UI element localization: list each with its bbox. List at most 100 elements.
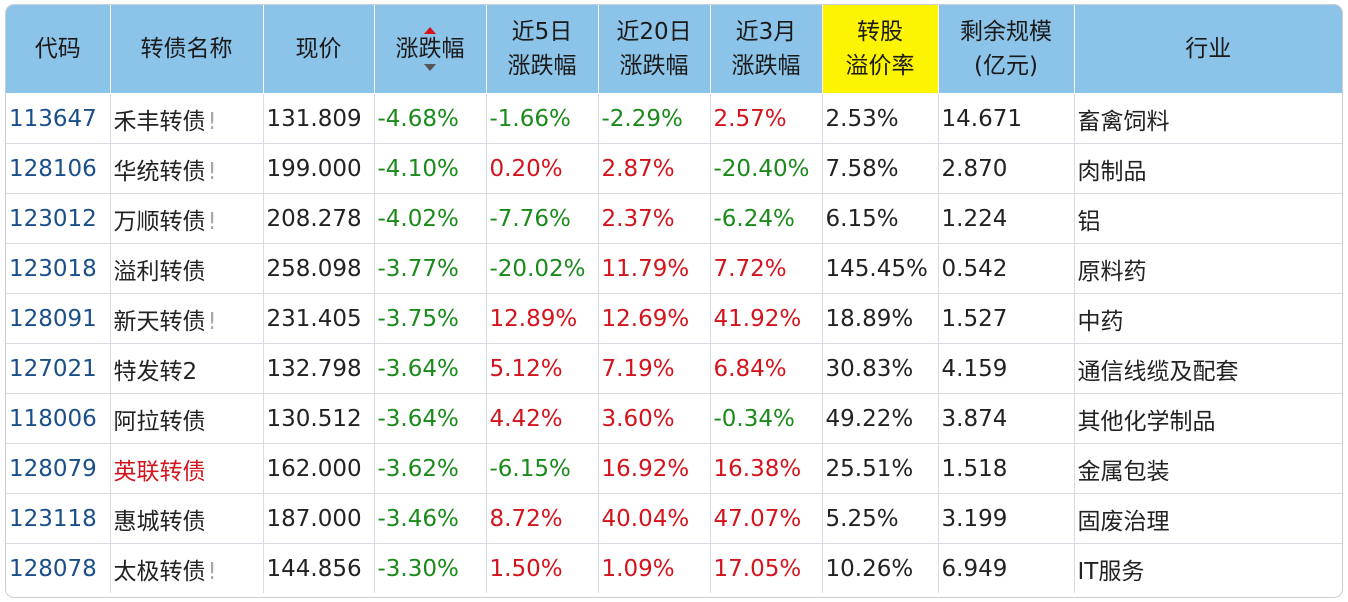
bond-name: 惠城转债 <box>113 508 206 535</box>
bond-code-link[interactable]: 128106 <box>6 143 111 194</box>
industry-cell: 畜禽饲料 <box>1074 93 1342 144</box>
size-cell: 14.671 <box>938 93 1075 144</box>
size-cell: 3.874 <box>938 393 1075 444</box>
bond-name-cell[interactable]: 英联转债 <box>110 443 264 494</box>
bond-name-cell[interactable]: 华统转债! <box>110 143 264 194</box>
premium-cell: 145.45% <box>822 243 939 294</box>
bond-table-frame: 代码 转债名称 现价 涨跌幅 近5日 涨跌幅 近20日 涨跌幅 近3月 涨跌幅 转股溢… <box>5 4 1343 598</box>
premium-cell: 2.53% <box>822 93 939 144</box>
premium-cell: 30.83% <box>822 343 939 394</box>
change-cell: -3.77% <box>374 243 487 294</box>
change-3month-cell: 7.72% <box>710 243 823 294</box>
change-5day-cell: -1.66% <box>486 93 599 144</box>
header-remaining-size[interactable]: 剩余规模 (亿元) <box>938 5 1075 94</box>
premium-cell: 25.51% <box>822 443 939 494</box>
industry-cell: 金属包装 <box>1074 443 1342 494</box>
header-5day-line1: 近5日 <box>511 19 573 45</box>
change-3month-cell: -20.40% <box>710 143 823 194</box>
bond-name-cell[interactable]: 阿拉转债 <box>110 393 264 444</box>
bond-name: 禾丰转债 <box>113 108 206 135</box>
change-3month-cell: -6.24% <box>710 193 823 244</box>
bond-code-link[interactable]: 128079 <box>6 443 111 494</box>
bond-name-cell[interactable]: 惠城转债 <box>110 493 264 544</box>
change-cell: -3.64% <box>374 343 487 394</box>
warning-icon[interactable]: ! <box>207 108 217 135</box>
header-price[interactable]: 现价 <box>263 5 375 94</box>
header-name[interactable]: 转债名称 <box>110 5 264 94</box>
change-20day-cell: 11.79% <box>598 243 711 294</box>
header-5day-change[interactable]: 近5日涨跌幅 <box>486 5 599 94</box>
bond-code-link[interactable]: 127021 <box>6 343 111 394</box>
table-row: 113647 禾丰转债! 131.809 -4.68% -1.66% -2.29… <box>6 93 1342 144</box>
change-cell: -3.62% <box>374 443 487 494</box>
industry-cell: 原料药 <box>1074 243 1342 294</box>
sort-down-arrow-icon[interactable] <box>424 64 436 71</box>
change-cell: -3.75% <box>374 293 487 344</box>
bond-code-link[interactable]: 118006 <box>6 393 111 444</box>
bond-name-cell[interactable]: 特发转2 <box>110 343 264 394</box>
change-3month-cell: 16.38% <box>710 443 823 494</box>
bond-code-link[interactable]: 113647 <box>6 93 111 144</box>
bond-name-cell[interactable]: 万顺转债! <box>110 193 264 244</box>
size-cell: 0.542 <box>938 243 1075 294</box>
size-cell: 6.949 <box>938 543 1075 593</box>
change-cell: -4.10% <box>374 143 487 194</box>
bond-code-link[interactable]: 128091 <box>6 293 111 344</box>
table-header-row: 代码 转债名称 现价 涨跌幅 近5日 涨跌幅 近20日 涨跌幅 近3月 涨跌幅 转股溢… <box>6 5 1342 94</box>
change-5day-cell: -7.76% <box>486 193 599 244</box>
header-20day-line2: 涨跌幅 <box>619 53 689 79</box>
table-row: 123012 万顺转债! 208.278 -4.02% -7.76% 2.37%… <box>6 193 1342 244</box>
change-3month-cell: 6.84% <box>710 343 823 394</box>
change-cell: -3.64% <box>374 393 487 444</box>
change-5day-cell: -20.02% <box>486 243 599 294</box>
warning-icon[interactable]: ! <box>207 158 217 185</box>
price-cell: 130.512 <box>263 393 375 444</box>
change-20day-cell: -2.29% <box>598 93 711 144</box>
size-cell: 1.518 <box>938 443 1075 494</box>
size-cell: 3.199 <box>938 493 1075 544</box>
change-3month-cell: 2.57% <box>710 93 823 144</box>
bond-name-cell[interactable]: 太极转债! <box>110 543 264 593</box>
header-size-line2: (亿元) <box>974 53 1038 79</box>
change-20day-cell: 40.04% <box>598 493 711 544</box>
header-code-label: 代码 <box>34 36 81 62</box>
change-20day-cell: 2.37% <box>598 193 711 244</box>
change-20day-cell: 12.69% <box>598 293 711 344</box>
change-5day-cell: 12.89% <box>486 293 599 344</box>
table-row: 123018 溢利转债 258.098 -3.77% -20.02% 11.79… <box>6 243 1342 294</box>
change-cell: -3.30% <box>374 543 487 593</box>
sort-up-arrow-icon[interactable] <box>424 27 436 34</box>
price-cell: 132.798 <box>263 343 375 394</box>
header-5day-line2: 涨跌幅 <box>507 53 577 79</box>
header-size-line1: 剩余规模 <box>960 19 1052 45</box>
change-20day-cell: 3.60% <box>598 393 711 444</box>
change-20day-cell: 16.92% <box>598 443 711 494</box>
warning-icon[interactable]: ! <box>207 208 217 235</box>
price-cell: 258.098 <box>263 243 375 294</box>
premium-cell: 7.58% <box>822 143 939 194</box>
header-change-sorted[interactable]: 涨跌幅 <box>374 5 487 94</box>
header-industry-label: 行业 <box>1185 36 1232 62</box>
header-3month-line1: 近3月 <box>735 19 797 45</box>
premium-cell: 5.25% <box>822 493 939 544</box>
change-cell: -4.68% <box>374 93 487 144</box>
bond-code-link[interactable]: 128078 <box>6 543 111 593</box>
size-cell: 1.527 <box>938 293 1075 344</box>
bond-name: 新天转债 <box>113 308 206 335</box>
bond-code-link[interactable]: 123018 <box>6 243 111 294</box>
header-3month-line2: 涨跌幅 <box>731 53 801 79</box>
header-conversion-premium[interactable]: 转股 溢价率 <box>822 5 939 94</box>
warning-icon[interactable]: ! <box>207 558 217 585</box>
bond-code-link[interactable]: 123012 <box>6 193 111 244</box>
warning-icon[interactable]: ! <box>207 308 217 335</box>
sort-control: 涨跌幅 <box>396 27 465 71</box>
bond-code-link[interactable]: 123118 <box>6 493 111 544</box>
header-industry[interactable]: 行业 <box>1074 5 1342 94</box>
header-20day-change[interactable]: 近20日 涨跌幅 <box>598 5 711 94</box>
header-3month-change[interactable]: 近3月涨跌幅 <box>710 5 823 94</box>
bond-name-cell[interactable]: 溢利转债 <box>110 243 264 294</box>
bond-name-cell[interactable]: 禾丰转债! <box>110 93 264 144</box>
bond-name-cell[interactable]: 新天转债! <box>110 293 264 344</box>
price-cell: 187.000 <box>263 493 375 544</box>
header-code[interactable]: 代码 <box>6 5 111 94</box>
